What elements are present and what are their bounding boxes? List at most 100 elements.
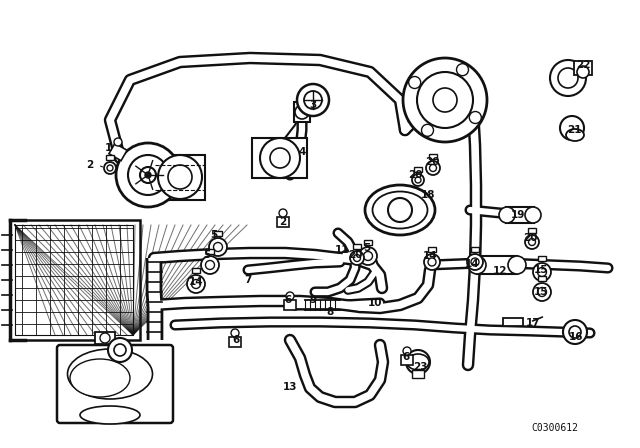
FancyBboxPatch shape <box>57 345 173 423</box>
Text: 20: 20 <box>523 233 537 243</box>
Bar <box>353 245 361 250</box>
Text: 9: 9 <box>309 295 317 305</box>
Bar <box>15 225 133 335</box>
Bar <box>428 247 436 253</box>
Circle shape <box>140 167 156 183</box>
Circle shape <box>525 235 539 249</box>
Circle shape <box>417 72 473 128</box>
Circle shape <box>412 174 424 186</box>
Circle shape <box>538 267 547 276</box>
Circle shape <box>353 254 360 262</box>
Bar <box>229 337 241 347</box>
Text: 4: 4 <box>298 147 306 157</box>
Ellipse shape <box>372 191 428 228</box>
Bar <box>414 168 422 172</box>
Bar <box>503 318 523 326</box>
Bar <box>506 207 534 223</box>
Circle shape <box>104 162 116 174</box>
Circle shape <box>107 165 113 171</box>
Bar <box>109 143 127 161</box>
Bar <box>10 220 140 340</box>
Circle shape <box>469 112 481 124</box>
Circle shape <box>456 64 468 76</box>
Circle shape <box>558 68 578 88</box>
Circle shape <box>168 165 192 189</box>
Ellipse shape <box>508 256 526 274</box>
Circle shape <box>114 344 126 356</box>
Circle shape <box>108 338 132 362</box>
Circle shape <box>205 260 214 270</box>
Text: 20: 20 <box>425 157 439 167</box>
Text: 6: 6 <box>232 335 239 345</box>
Circle shape <box>145 172 151 178</box>
Ellipse shape <box>566 129 584 141</box>
Text: 8: 8 <box>326 307 333 317</box>
Bar <box>277 217 289 227</box>
Text: 14: 14 <box>465 259 479 269</box>
Text: 20: 20 <box>408 170 422 180</box>
Ellipse shape <box>67 349 152 399</box>
Circle shape <box>563 320 587 344</box>
Bar <box>252 138 307 178</box>
Circle shape <box>426 161 440 175</box>
Bar <box>477 256 517 274</box>
Circle shape <box>550 60 586 96</box>
Circle shape <box>187 275 205 293</box>
Bar <box>471 247 479 253</box>
Circle shape <box>209 238 227 256</box>
Text: 11: 11 <box>335 245 349 255</box>
Circle shape <box>403 58 487 142</box>
Bar <box>538 276 546 281</box>
Circle shape <box>471 258 479 266</box>
Circle shape <box>569 326 581 338</box>
Text: 12: 12 <box>493 266 508 276</box>
Circle shape <box>279 209 287 217</box>
Circle shape <box>359 247 377 265</box>
Bar <box>528 228 536 233</box>
Bar <box>214 232 222 237</box>
Circle shape <box>295 105 309 119</box>
Text: 15: 15 <box>534 265 548 275</box>
Bar <box>284 300 296 310</box>
Text: 19: 19 <box>511 210 525 220</box>
Text: 3: 3 <box>309 100 317 110</box>
Circle shape <box>467 254 483 270</box>
Circle shape <box>114 138 122 146</box>
Text: 14: 14 <box>189 277 204 287</box>
Circle shape <box>100 333 110 343</box>
Bar <box>192 268 200 273</box>
Text: 17: 17 <box>525 318 540 328</box>
Bar <box>106 155 114 160</box>
Bar <box>95 332 115 344</box>
Circle shape <box>286 292 294 300</box>
Circle shape <box>350 251 364 265</box>
Circle shape <box>409 77 420 89</box>
Circle shape <box>429 164 436 172</box>
Bar <box>412 370 424 378</box>
Circle shape <box>422 124 433 136</box>
Circle shape <box>577 66 589 78</box>
Circle shape <box>304 91 322 109</box>
Text: 5: 5 <box>211 230 218 240</box>
Text: 20: 20 <box>348 250 362 260</box>
Bar <box>364 241 372 246</box>
Text: 23: 23 <box>413 362 428 372</box>
Circle shape <box>529 238 536 246</box>
Ellipse shape <box>468 256 486 274</box>
Text: 18: 18 <box>420 190 435 200</box>
Circle shape <box>128 155 168 195</box>
Text: C0300612: C0300612 <box>531 423 579 433</box>
Text: 2: 2 <box>86 160 93 170</box>
Text: 14: 14 <box>422 251 437 261</box>
Ellipse shape <box>499 207 515 223</box>
Text: 15: 15 <box>534 287 548 297</box>
Ellipse shape <box>70 359 130 397</box>
Text: 7: 7 <box>244 275 252 285</box>
Circle shape <box>297 84 329 116</box>
Circle shape <box>270 148 290 168</box>
Text: 6: 6 <box>284 295 292 305</box>
Ellipse shape <box>407 354 429 370</box>
Circle shape <box>533 283 551 301</box>
Text: 22: 22 <box>576 60 590 70</box>
Bar <box>429 155 437 159</box>
